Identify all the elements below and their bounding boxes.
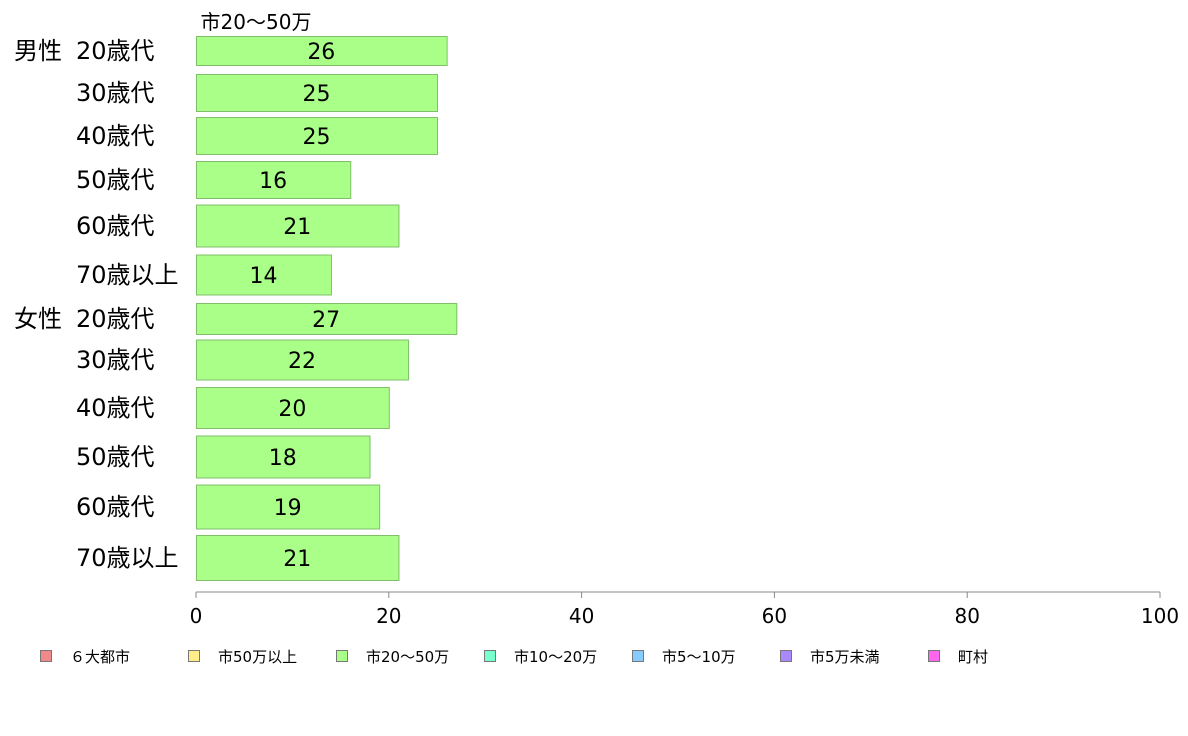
legend-item: 市5〜10万: [632, 645, 736, 667]
category-label: 40歳代: [76, 122, 155, 150]
legend-swatch: [928, 650, 940, 662]
bar: [196, 161, 352, 199]
group-label: 女性: [14, 305, 62, 333]
category-label: 30歳代: [76, 346, 155, 374]
x-tick-label: 20: [376, 604, 401, 628]
legend-item: 市50万以上: [188, 645, 297, 667]
bar-value-label: 14: [249, 264, 277, 289]
legend-label: ６大都市: [70, 647, 131, 666]
category-label: 70歳以上: [76, 544, 179, 572]
bar-value-label: 27: [312, 308, 340, 333]
bar-value-label: 18: [269, 446, 297, 471]
bar: [196, 484, 381, 530]
x-tick-label: 80: [954, 604, 979, 628]
category-label: 20歳代: [76, 305, 155, 333]
legend: ６大都市 市50万以上 市20〜50万 市10〜20万 市5〜10万 市5万未満 町村: [40, 645, 1160, 667]
legend-swatch: [40, 650, 52, 662]
legend-swatch: [336, 650, 348, 662]
category-label: 50歳代: [76, 166, 155, 194]
bar-value-label: 16: [259, 169, 287, 194]
bar: [196, 435, 371, 479]
bar: [196, 387, 390, 429]
bar: [196, 117, 438, 155]
x-tick-label: 60: [762, 604, 787, 628]
legend-item: 市20〜50万: [336, 645, 449, 667]
legend-label: 市20〜50万: [366, 647, 450, 666]
category-label: 20歳代: [76, 37, 155, 65]
legend-item: 町村: [928, 645, 988, 667]
bar: [196, 204, 400, 248]
bar-value-label: 21: [283, 215, 311, 240]
bar: [196, 36, 448, 66]
x-tick-label: 40: [569, 604, 594, 628]
category-label: 30歳代: [76, 79, 155, 107]
category-label: 40歳代: [76, 394, 155, 422]
legend-label: 市50万以上: [218, 647, 298, 666]
bar: [196, 74, 438, 112]
category-label: 70歳以上: [76, 261, 179, 289]
legend-item: 市10〜20万: [484, 645, 597, 667]
bar-value-label: 22: [288, 349, 316, 374]
bar-value-label: 26: [307, 40, 335, 65]
category-label: 50歳代: [76, 443, 155, 471]
legend-swatch: [188, 650, 200, 662]
bar-value-label: 19: [274, 496, 302, 521]
bar: [196, 254, 332, 296]
category-label: 60歳代: [76, 493, 155, 521]
bar-value-label: 21: [283, 547, 311, 572]
legend-item: 市5万未満: [780, 645, 880, 667]
legend-swatch: [780, 650, 792, 662]
legend-item: ６大都市: [40, 645, 130, 667]
category-label: 60歳代: [76, 212, 155, 240]
bar-value-label: 25: [303, 125, 331, 150]
legend-swatch: [632, 650, 644, 662]
bar: [196, 535, 400, 581]
legend-label: 市5万未満: [810, 647, 880, 666]
legend-swatch: [484, 650, 496, 662]
bar: [196, 339, 410, 381]
bar: [196, 303, 458, 335]
legend-label: 市5〜10万: [662, 647, 736, 666]
series-title: 市20〜50万: [200, 10, 312, 34]
legend-label: 市10〜20万: [514, 647, 598, 666]
x-tick-label: 100: [1141, 604, 1179, 628]
legend-label: 町村: [958, 647, 989, 666]
group-label: 男性: [14, 37, 62, 65]
x-tick-label: 0: [190, 604, 203, 628]
bar-value-label: 25: [303, 82, 331, 107]
bar-value-label: 20: [278, 397, 306, 422]
